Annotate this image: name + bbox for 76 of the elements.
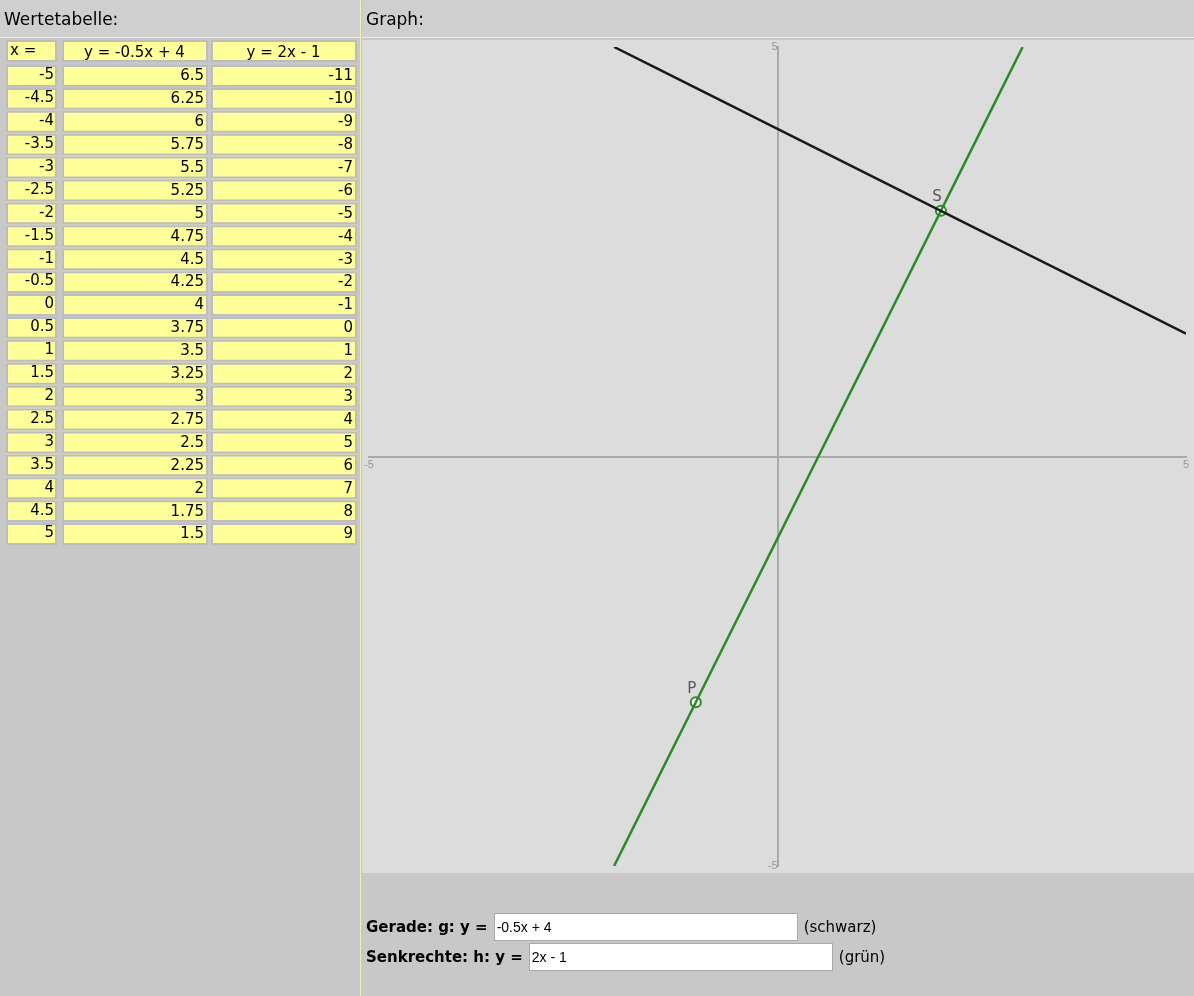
data-label: 2.75 <box>170 409 204 428</box>
data-label: 5.25 <box>170 180 204 199</box>
y-tick-label: -2.5 <box>24 179 54 198</box>
data-label: 2 <box>194 478 204 497</box>
text: (schwarz) <box>803 918 877 936</box>
y-tick-label: 5 <box>44 523 54 542</box>
data-label: -11 <box>328 66 353 85</box>
y-tick-label: 4 <box>44 477 54 496</box>
text: Senkrechte: h: y = <box>366 948 523 966</box>
y-axis-title: x = <box>10 40 37 59</box>
y-tick-label: -0.5 <box>24 271 54 290</box>
annotation: P <box>687 678 697 697</box>
y-tick-label: 3.5 <box>30 454 54 473</box>
data-label: 6.5 <box>180 66 204 85</box>
data-label: 2 <box>343 364 353 383</box>
data-label: 3.75 <box>170 318 204 337</box>
y-tick-label: 2.5 <box>30 408 54 427</box>
data-label: 8 <box>343 501 353 520</box>
data-label: -8 <box>338 135 353 154</box>
data-label: 4 <box>343 409 353 428</box>
data-label: -3 <box>338 249 353 268</box>
y-tick-label: -3 <box>39 156 54 175</box>
annotation: S <box>932 187 942 206</box>
data-label: 3.25 <box>170 364 204 383</box>
text: -0.5x + 4 <box>493 913 798 941</box>
data-label: 4.25 <box>170 272 204 291</box>
y-tick-label: 4.5 <box>30 500 54 519</box>
data-label: 2.5 <box>180 432 204 451</box>
data-label: -10 <box>328 89 353 108</box>
data-label: 5.5 <box>180 157 204 176</box>
data-label: -7 <box>338 157 353 176</box>
y-tick-label: 2 <box>44 386 54 405</box>
data-label: 4 <box>194 295 204 314</box>
y-tick-label: -5 <box>39 65 54 84</box>
y-tick-label: -4 <box>39 111 54 130</box>
y-tick-label: 1 <box>44 340 54 359</box>
y-tick-label: -2 <box>39 202 54 221</box>
data-label: 4.5 <box>180 249 204 268</box>
data-label: -6 <box>338 180 353 199</box>
data-label: 6 <box>194 112 204 131</box>
y-tick-label: 3 <box>44 431 54 450</box>
data-label: 6 <box>343 455 353 474</box>
y-tick-label: -3.5 <box>24 134 54 153</box>
data-label: 5 <box>194 203 204 222</box>
y-tick-label: -1.5 <box>24 225 54 244</box>
data-label: 1.75 <box>170 501 204 520</box>
data-label: 4.75 <box>170 226 204 245</box>
data-label: 2.25 <box>170 455 204 474</box>
text: (grün) <box>838 948 886 966</box>
data-label: 7 <box>343 478 353 497</box>
data-label: 1 <box>343 341 353 360</box>
chart-title: Graph: <box>362 0 1194 38</box>
data-label: 5 <box>343 432 353 451</box>
data-label: 3 <box>343 387 353 406</box>
data-label: -9 <box>338 112 353 131</box>
chart-title: Wertetabelle: <box>0 0 360 38</box>
data-label: -4 <box>338 226 353 245</box>
y-tick-label: -4.5 <box>24 88 54 107</box>
y-tick-label: 1.5 <box>30 363 54 382</box>
data-label: 0 <box>343 318 353 337</box>
data-label: 3 <box>194 387 204 406</box>
data-label: 1.5 <box>180 524 204 543</box>
text: 2x - 1 <box>528 943 833 971</box>
data-label: -1 <box>338 295 353 314</box>
y-tick-label: -1 <box>39 248 54 267</box>
text: Gerade: g: y = <box>366 918 488 936</box>
y-tick-label: 0.5 <box>30 317 54 336</box>
x-tick-label: y = -0.5x + 4 <box>84 42 185 61</box>
data-label: 9 <box>343 524 353 543</box>
x-tick-label: y = 2x - 1 <box>246 42 321 61</box>
data-label: 6.25 <box>170 89 204 108</box>
data-label: -5 <box>338 203 353 222</box>
data-label: 5.75 <box>170 135 204 154</box>
data-label: 3.5 <box>180 341 204 360</box>
data-label: -2 <box>338 272 353 291</box>
y-tick-label: 0 <box>44 294 54 313</box>
